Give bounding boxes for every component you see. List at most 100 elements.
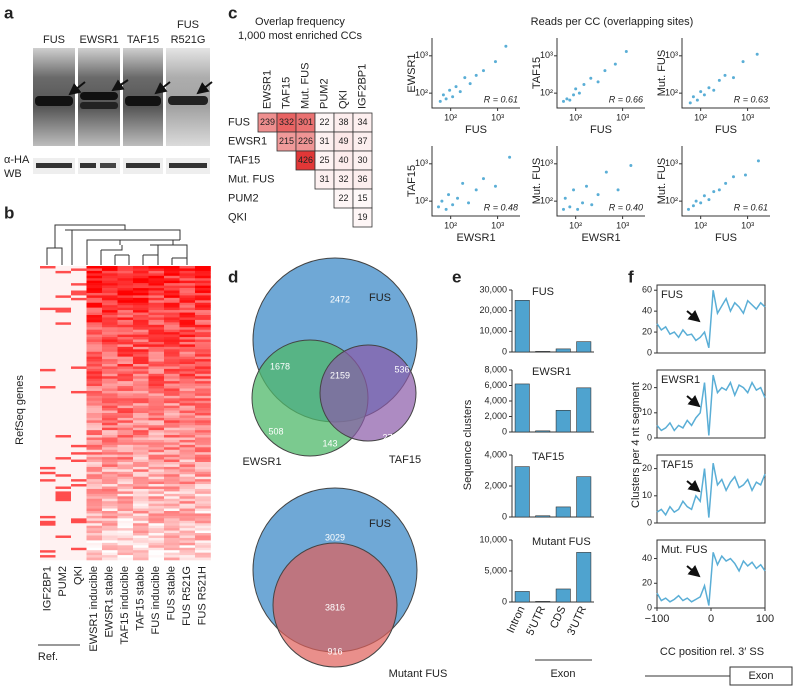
line — [656, 552, 766, 606]
heatmap-cell — [164, 285, 180, 289]
heatmap-cell — [102, 449, 118, 453]
heatmap-cell — [148, 469, 165, 473]
heatmap-cell — [102, 413, 118, 416]
heatmap-cell — [40, 537, 56, 541]
heatmap-cell — [164, 295, 180, 299]
heatmap-cell — [195, 310, 211, 313]
heatmap-cell — [55, 315, 72, 318]
y-axis-label: Mut. FUS — [656, 158, 668, 204]
heatmap-cell — [195, 398, 211, 402]
heatmap-cell — [164, 442, 180, 446]
heatmap-cell — [40, 302, 56, 306]
heatmap-cell — [148, 479, 165, 482]
heatmap-cell — [102, 393, 118, 397]
heatmap-cell — [179, 459, 196, 463]
heatmap-cell — [86, 508, 103, 512]
heatmap-cell — [117, 378, 134, 382]
heatmap-cell — [195, 359, 211, 362]
heatmap-cell — [55, 395, 72, 399]
heatmap-cell — [179, 297, 196, 301]
heatmap-cell — [148, 315, 165, 318]
heatmap-cell — [133, 295, 149, 299]
y-tick-label: 10² — [665, 88, 678, 98]
heatmap-cell — [148, 395, 165, 399]
heatmap-cell — [164, 427, 180, 431]
heatmap-cell — [40, 437, 56, 441]
heatmap-cell — [179, 476, 196, 480]
heatmap-cell — [40, 346, 56, 350]
axes — [681, 38, 770, 109]
heatmap-cell — [133, 506, 149, 509]
overlap-row-label: QKI — [228, 211, 247, 223]
axes — [431, 146, 520, 217]
heatmap-cell — [71, 285, 87, 289]
heatmap-cell — [71, 283, 87, 286]
heatmap-cell — [55, 432, 72, 436]
heatmap-cell — [117, 278, 134, 281]
heatmap-cell — [71, 266, 87, 269]
heatmap-cell — [179, 417, 196, 421]
heatmap-cell — [195, 464, 211, 468]
heatmap-cell — [117, 359, 134, 362]
heatmap-cell — [55, 493, 72, 497]
heatmap-cell — [164, 332, 180, 335]
heatmap-cell — [86, 305, 103, 308]
heatmap-cell — [71, 533, 87, 536]
heatmap-cell — [55, 417, 72, 421]
y-tick-label: 20 — [642, 326, 652, 336]
heatmap-cell — [71, 393, 87, 397]
heatmap-cell — [133, 425, 149, 428]
heatmap-cell — [55, 508, 72, 512]
heatmap-cell — [148, 275, 165, 279]
venn-set-label: FUS — [369, 292, 391, 304]
heatmap-cell — [195, 425, 211, 428]
heatmap-cell — [55, 393, 72, 397]
heatmap-cell — [195, 302, 211, 306]
bar — [576, 387, 592, 433]
heatmap-cell — [195, 319, 211, 323]
heatmap-cell — [102, 432, 118, 436]
heatmap-cell — [40, 518, 56, 522]
heatmap-cell — [86, 471, 103, 475]
heatmap-cell — [179, 322, 196, 326]
heatmap-cell — [40, 366, 56, 370]
heatmap-cell — [86, 273, 103, 277]
heatmap-cell — [86, 297, 103, 301]
heatmap-cell — [164, 371, 180, 375]
heatmap-cell — [148, 525, 165, 529]
heatmap-cell — [117, 381, 134, 384]
heatmap-cell — [102, 513, 118, 517]
heatmap-cell — [40, 405, 56, 409]
panel-label: c — [228, 3, 237, 22]
heatmap-cell — [40, 327, 56, 330]
heatmap-cell — [55, 520, 72, 524]
heatmap-cell — [133, 364, 149, 367]
heatmap-column-label: FUS R521G — [181, 566, 193, 626]
heatmap-cell — [86, 327, 103, 330]
heatmap-cell — [55, 349, 72, 353]
heatmap-cell — [117, 528, 134, 531]
heatmap-cell — [117, 390, 134, 394]
heatmap-cell — [164, 292, 180, 296]
heatmap-cell — [71, 479, 87, 482]
y-tick-label: 10³ — [540, 50, 553, 60]
heatmap-cell — [102, 295, 118, 299]
heatmap-cell — [148, 437, 165, 441]
heatmap-cell — [71, 351, 87, 355]
heatmap-cell — [102, 462, 118, 465]
heatmap-cell — [102, 329, 118, 333]
heatmap-cell — [86, 388, 103, 392]
heatmap-cell — [133, 319, 149, 323]
heatmap-cell — [71, 403, 87, 406]
y-tick-label: 10² — [540, 88, 553, 98]
heatmap-cell — [102, 457, 118, 460]
point — [603, 69, 607, 73]
heatmap-cell — [195, 295, 211, 299]
heatmap-cell — [55, 523, 72, 526]
y-tick-label: 8,000 — [484, 364, 507, 374]
heatmap-cell — [86, 290, 103, 294]
heatmap-cell — [195, 408, 211, 411]
heatmap-cell — [117, 452, 134, 455]
heatmap-cell — [86, 520, 103, 524]
heatmap-cell — [102, 388, 118, 392]
